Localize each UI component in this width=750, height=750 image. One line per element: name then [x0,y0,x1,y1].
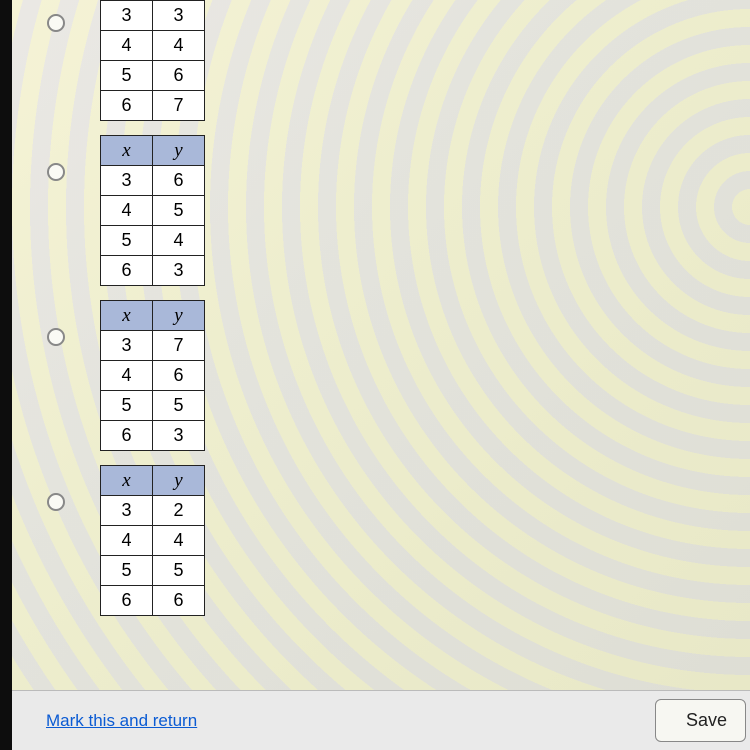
table-row: 32 [101,496,205,526]
table-cell: 5 [101,556,153,586]
answer-option-1: xy36455463 [12,135,750,286]
table-cell: 5 [153,391,205,421]
answer-option-3: xy32445566 [12,465,750,616]
table-cell: 4 [153,31,205,61]
table-cell: 6 [153,361,205,391]
table-row: 67 [101,91,205,121]
table-cell: 5 [101,391,153,421]
table-cell: 3 [101,166,153,196]
table-cell: 3 [153,421,205,451]
table-cell: 6 [153,586,205,616]
table-row: 63 [101,421,205,451]
radio-wrap [12,465,100,511]
table-row: 56 [101,61,205,91]
table-header-x: x [101,466,153,496]
table-row: 44 [101,526,205,556]
table-cell: 5 [153,196,205,226]
table-row: 33 [101,1,205,31]
question-page: 33445667xy36455463xy37465563xy32445566 [12,0,750,690]
radio-option-3[interactable] [47,493,65,511]
table-cell: 3 [101,331,153,361]
table-cell: 6 [153,61,205,91]
table-header-x: x [101,301,153,331]
table-header-y: y [153,136,205,166]
answer-option-0: 33445667 [12,0,750,121]
xy-table-2: xy37465563 [100,300,205,451]
table-cell: 4 [101,31,153,61]
table-row: 63 [101,256,205,286]
table-cell: 2 [153,496,205,526]
xy-table-0: 33445667 [100,0,205,121]
table-cell: 3 [153,256,205,286]
table-row: 66 [101,586,205,616]
table-row: 55 [101,391,205,421]
radio-wrap [12,300,100,346]
table-row: 55 [101,556,205,586]
table-cell: 5 [101,61,153,91]
table-cell: 4 [101,526,153,556]
table-cell: 3 [101,496,153,526]
answer-option-2: xy37465563 [12,300,750,451]
table-header-y: y [153,301,205,331]
table-header-x: x [101,136,153,166]
table-cell: 6 [101,91,153,121]
table-row: 54 [101,226,205,256]
radio-wrap [12,135,100,181]
table-cell: 7 [153,331,205,361]
table-cell: 4 [153,226,205,256]
table-cell: 3 [101,1,153,31]
table-cell: 3 [153,1,205,31]
table-cell: 6 [101,256,153,286]
table-cell: 6 [101,421,153,451]
radio-option-1[interactable] [47,163,65,181]
window-left-edge [0,0,12,750]
radio-option-0[interactable] [47,14,65,32]
table-row: 45 [101,196,205,226]
table-row: 37 [101,331,205,361]
radio-wrap [12,0,100,32]
radio-option-2[interactable] [47,328,65,346]
mark-and-return-link[interactable]: Mark this and return [46,711,197,731]
table-header-y: y [153,466,205,496]
save-button[interactable]: Save [655,699,746,742]
table-row: 36 [101,166,205,196]
table-cell: 5 [101,226,153,256]
table-row: 46 [101,361,205,391]
xy-table-1: xy36455463 [100,135,205,286]
table-cell: 4 [101,361,153,391]
xy-table-3: xy32445566 [100,465,205,616]
footer-bar: Mark this and return Save [12,690,750,750]
table-cell: 6 [153,166,205,196]
table-row: 44 [101,31,205,61]
table-cell: 6 [101,586,153,616]
table-cell: 7 [153,91,205,121]
table-cell: 5 [153,556,205,586]
table-cell: 4 [101,196,153,226]
table-cell: 4 [153,526,205,556]
